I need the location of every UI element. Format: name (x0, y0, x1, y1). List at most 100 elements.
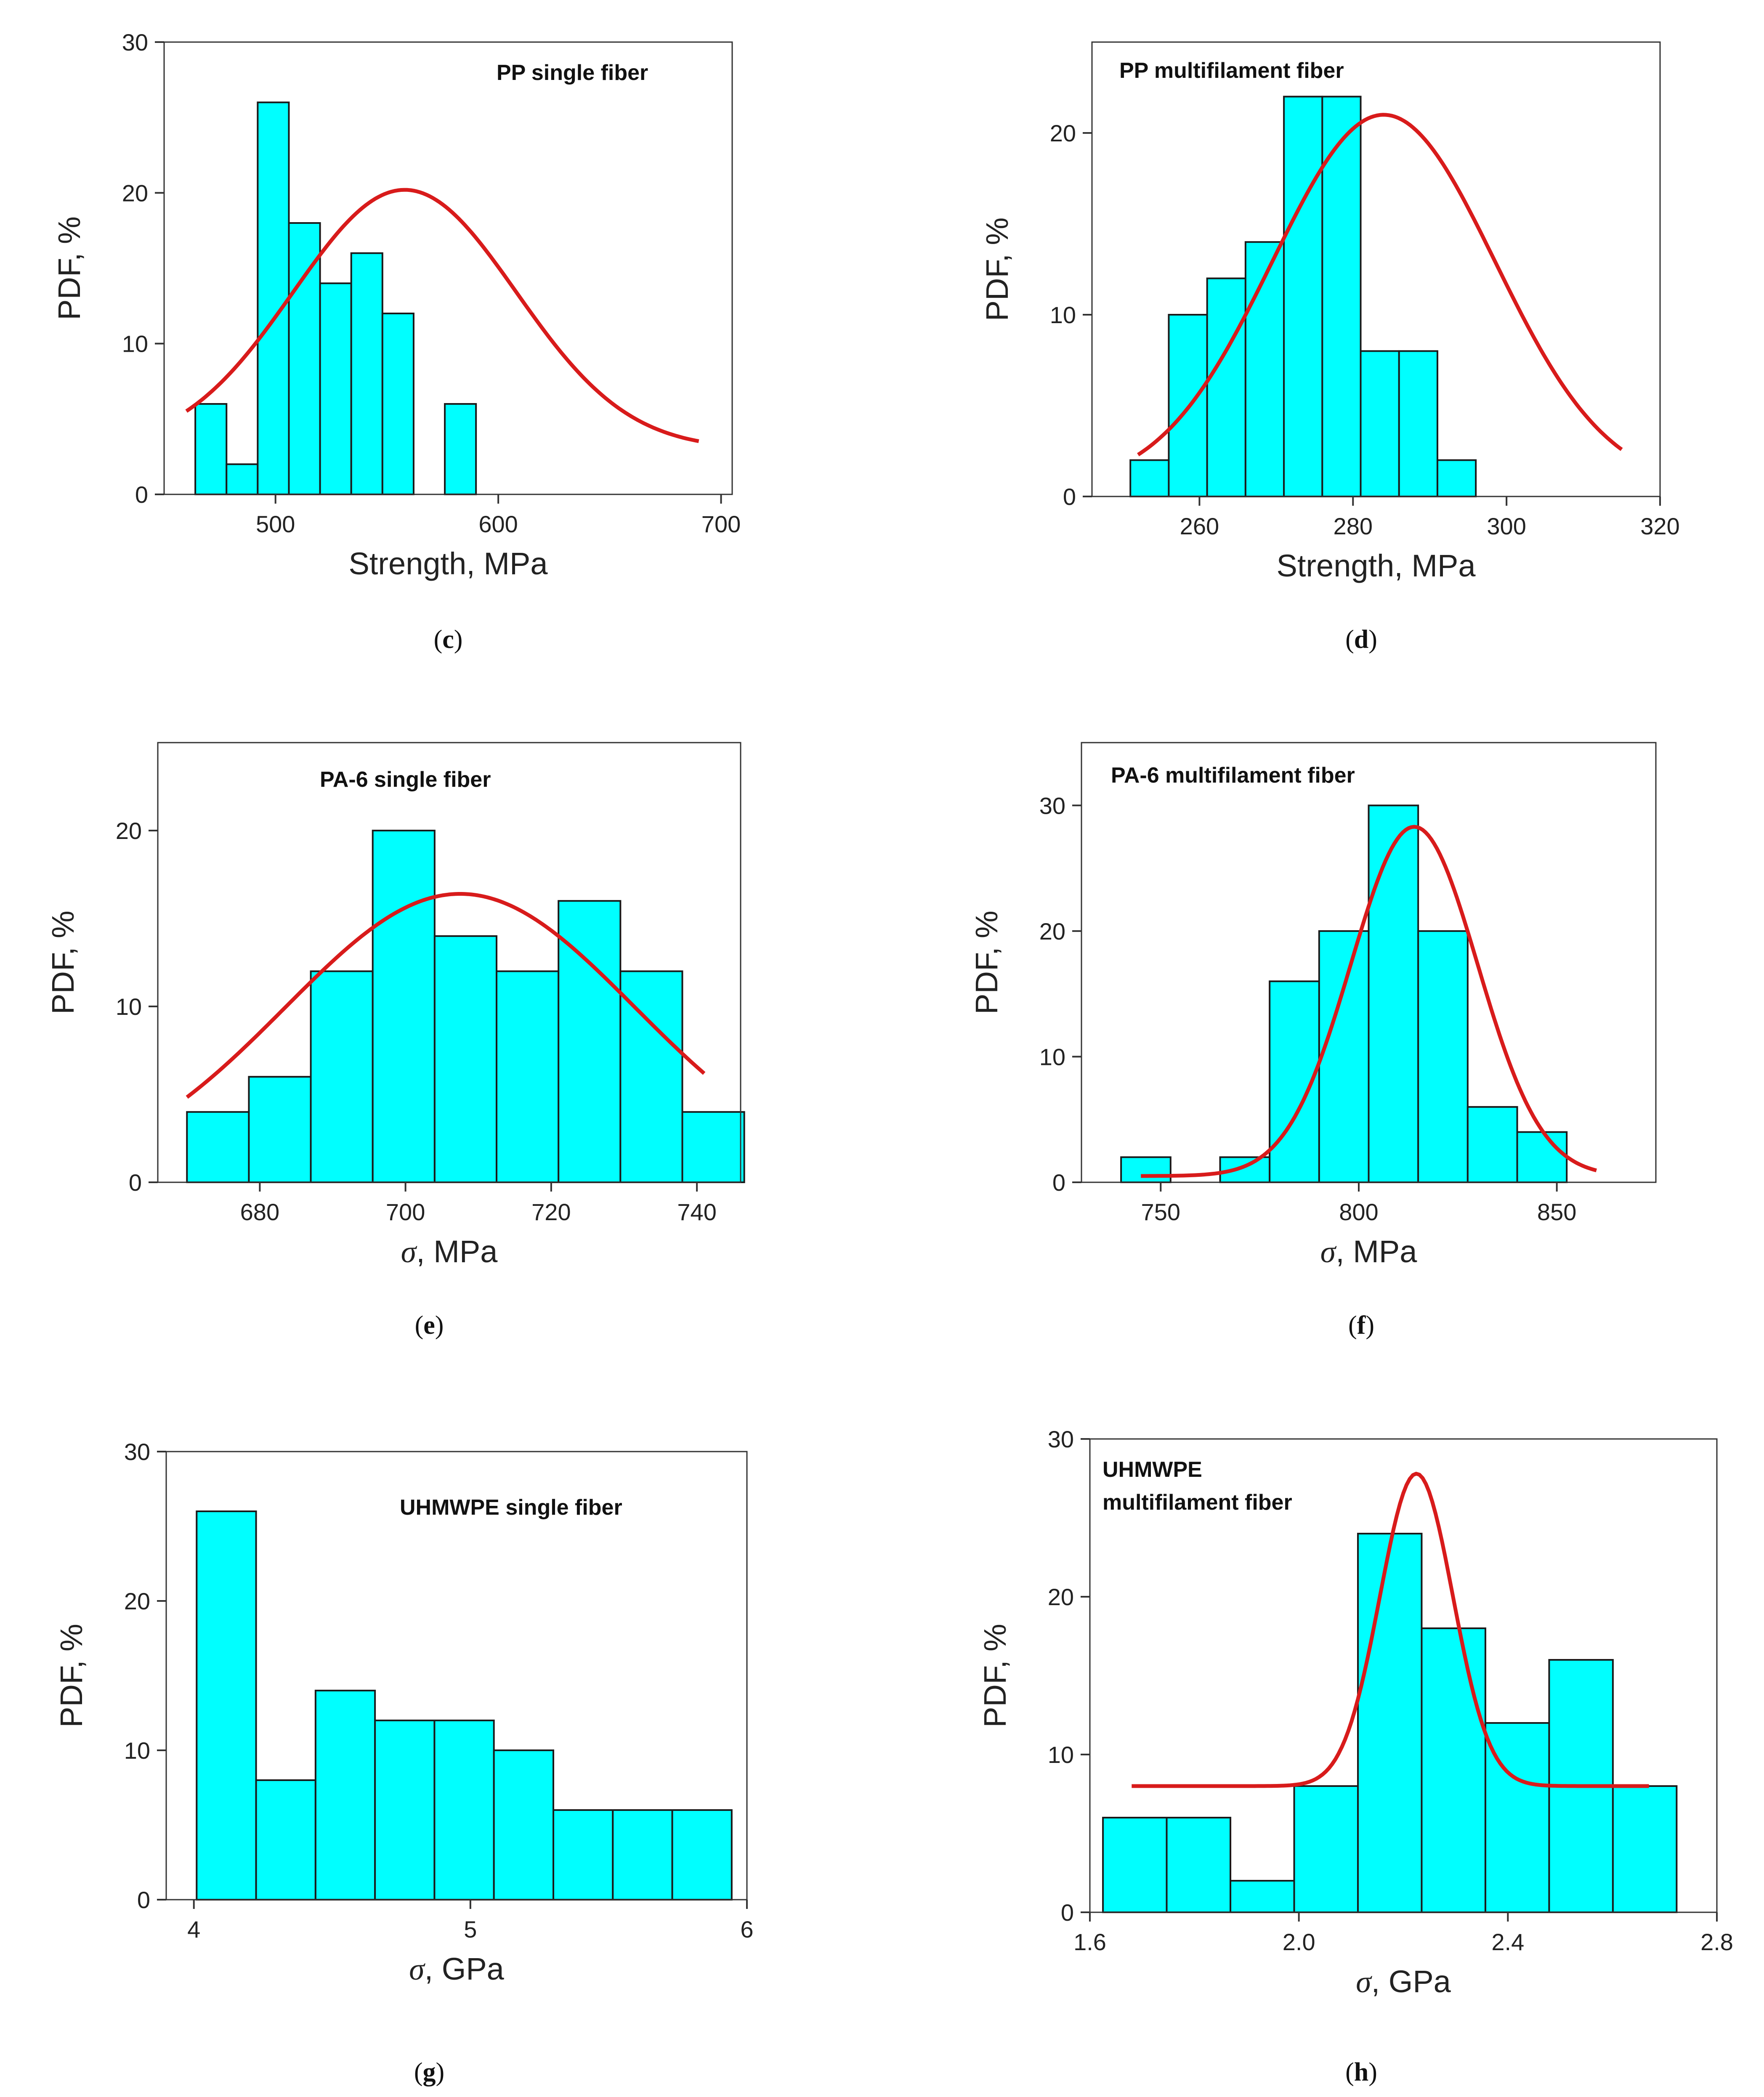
y-tick-label-h-0: 0 (1061, 1899, 1074, 1926)
bar-d-4 (1283, 96, 1323, 498)
y-tick-label-d-2: 20 (1050, 120, 1076, 146)
y-tick-label-c-0: 0 (135, 481, 148, 508)
y-tick-label-g-2: 20 (124, 1588, 150, 1614)
panel-title-e: PA-6 single fiber (320, 767, 491, 792)
y-tick-label-g-1: 10 (124, 1737, 150, 1764)
bar-f-4 (1368, 804, 1419, 1184)
chart-panel-c: 500 600 700 0 10 20 30 Strength, MPa PDF, % PP si… (52, 29, 741, 654)
bar-d-2 (1206, 277, 1246, 497)
panel-title-h: UHMWPE (1102, 1457, 1202, 1482)
x-tick-label-d-1: 280 (1334, 513, 1373, 539)
chart-panel-h: 1.6 2.0 2.4 2.8 0 10 20 30 σ, GPa PDF, % UHMWPE mul… (978, 1426, 1733, 2086)
y-tick-label-f-0: 0 (1052, 1169, 1065, 1196)
panel-title-g: UHMWPE single fiber (400, 1495, 622, 1520)
x-tick-label-h-2: 2.4 (1491, 1929, 1524, 1955)
chart-panel-e: 680 700 720 740 0 10 20 σ, MPa PDF, % PA-6 single… (45, 742, 745, 1340)
x-tick-label-c-2: 700 (701, 511, 741, 537)
y-tick-label-e-2: 20 (116, 818, 142, 844)
bar-g-5 (493, 1749, 554, 1901)
fit-curve-h (1132, 1472, 1649, 1788)
x-axis-label-h: σ, GPa (1356, 1964, 1451, 1999)
panel-caption-e: (e) (415, 1311, 444, 1340)
y-tick-label-f-2: 20 (1039, 918, 1065, 945)
bar-d-7 (1398, 350, 1438, 498)
bar-d-6 (1360, 350, 1400, 498)
plot-frame-e (157, 742, 741, 1183)
bar-f-7 (1516, 1131, 1568, 1184)
x-tick-label-f-2: 850 (1537, 1199, 1576, 1225)
bar-g-3 (374, 1720, 436, 1901)
x-axis-unit-h: , GPa (1371, 1964, 1451, 1999)
y-tick-label-f-1: 10 (1039, 1043, 1065, 1070)
bar-c-4 (319, 282, 352, 495)
y-axis-label-h: PDF, % (978, 1624, 1012, 1728)
y-tick-label-h-2: 20 (1048, 1584, 1074, 1610)
fit-curve-e (186, 892, 706, 1099)
bar-f-0 (1120, 1156, 1172, 1183)
bar-d-5 (1321, 96, 1362, 498)
bar-f-3 (1318, 930, 1370, 1184)
y-axis-label-f: PDF, % (969, 910, 1004, 1014)
x-axis-unit-f: , MPa (1336, 1234, 1417, 1269)
bar-e-5 (496, 970, 560, 1183)
plot-frame-f (1081, 742, 1657, 1183)
panel-title-line2-h: multifilament fiber (1102, 1490, 1292, 1515)
bar-c-2 (257, 101, 290, 496)
bar-h-2 (1230, 1880, 1295, 1913)
y-tick-label-c-2: 20 (122, 180, 148, 206)
x-axis-label-f: σ, MPa (1320, 1234, 1418, 1269)
x-tick-label-h-1: 2.0 (1283, 1929, 1315, 1955)
y-tick-label-d-1: 10 (1050, 302, 1076, 328)
y-axis-label-c: PDF, % (52, 216, 87, 320)
y-tick-label-h-3: 30 (1048, 1426, 1074, 1452)
panel-title-f: PA-6 multifilament fiber (1111, 763, 1355, 788)
y-tick-label-d-0: 0 (1063, 483, 1076, 510)
x-axis-label-d: Strength, MPa (1276, 548, 1476, 583)
x-tick-label-g-0: 4 (187, 1916, 200, 1943)
bar-h-1 (1166, 1817, 1232, 1913)
x-tick-label-g-1: 5 (464, 1916, 477, 1943)
bar-g-0 (196, 1510, 257, 1901)
bar-g-7 (612, 1809, 673, 1901)
y-tick-label-f-3: 30 (1039, 792, 1065, 819)
bar-e-3 (372, 830, 436, 1183)
fit-curve-f (1141, 825, 1597, 1178)
panel-caption-c: (c) (434, 625, 463, 654)
y-axis-label-d: PDF, % (980, 218, 1015, 321)
fit-curve-c (185, 188, 699, 443)
plot-frame-d (1091, 41, 1661, 497)
panel-caption-g: (g) (414, 2058, 444, 2086)
x-axis-label-g: σ, GPa (409, 1951, 505, 1987)
x-tick-label-d-3: 320 (1640, 513, 1679, 539)
x-axis-label-c: Strength, MPa (348, 546, 548, 581)
panel-caption-h: (h) (1345, 2058, 1377, 2086)
x-axis-symbol-g: σ (409, 1952, 425, 1987)
panel-title-d: PP multifilament fiber (1119, 58, 1344, 83)
bar-f-5 (1417, 930, 1469, 1184)
x-tick-label-e-3: 740 (677, 1199, 716, 1225)
x-tick-label-e-2: 720 (531, 1199, 571, 1225)
x-tick-label-f-1: 800 (1339, 1199, 1378, 1225)
chart-panel-f: 750 800 850 0 10 20 30 σ, MPa PDF, % PA-6 multifi… (969, 742, 1657, 1340)
y-tick-label-h-1: 10 (1048, 1741, 1074, 1768)
bar-g-8 (671, 1809, 733, 1901)
bar-e-4 (433, 935, 498, 1184)
x-tick-label-f-0: 750 (1141, 1199, 1180, 1225)
bar-g-1 (255, 1779, 316, 1901)
x-axis-unit-c: Strength, MPa (348, 546, 548, 581)
y-tick-label-g-3: 30 (124, 1439, 150, 1465)
bar-c-1 (226, 463, 259, 496)
y-tick-label-e-0: 0 (129, 1169, 142, 1196)
bar-h-0 (1102, 1817, 1168, 1913)
panel-caption-d: (d) (1345, 625, 1377, 654)
plot-frame-c (163, 41, 733, 495)
bar-d-8 (1436, 459, 1477, 497)
y-axis-label-e: PDF, % (45, 910, 80, 1014)
x-tick-label-d-2: 300 (1487, 513, 1526, 539)
bar-h-5 (1421, 1627, 1486, 1913)
x-tick-label-h-3: 2.8 (1700, 1929, 1733, 1955)
x-tick-label-c-1: 600 (478, 511, 518, 537)
bar-c-6 (381, 313, 414, 495)
bar-e-8 (681, 1111, 745, 1184)
